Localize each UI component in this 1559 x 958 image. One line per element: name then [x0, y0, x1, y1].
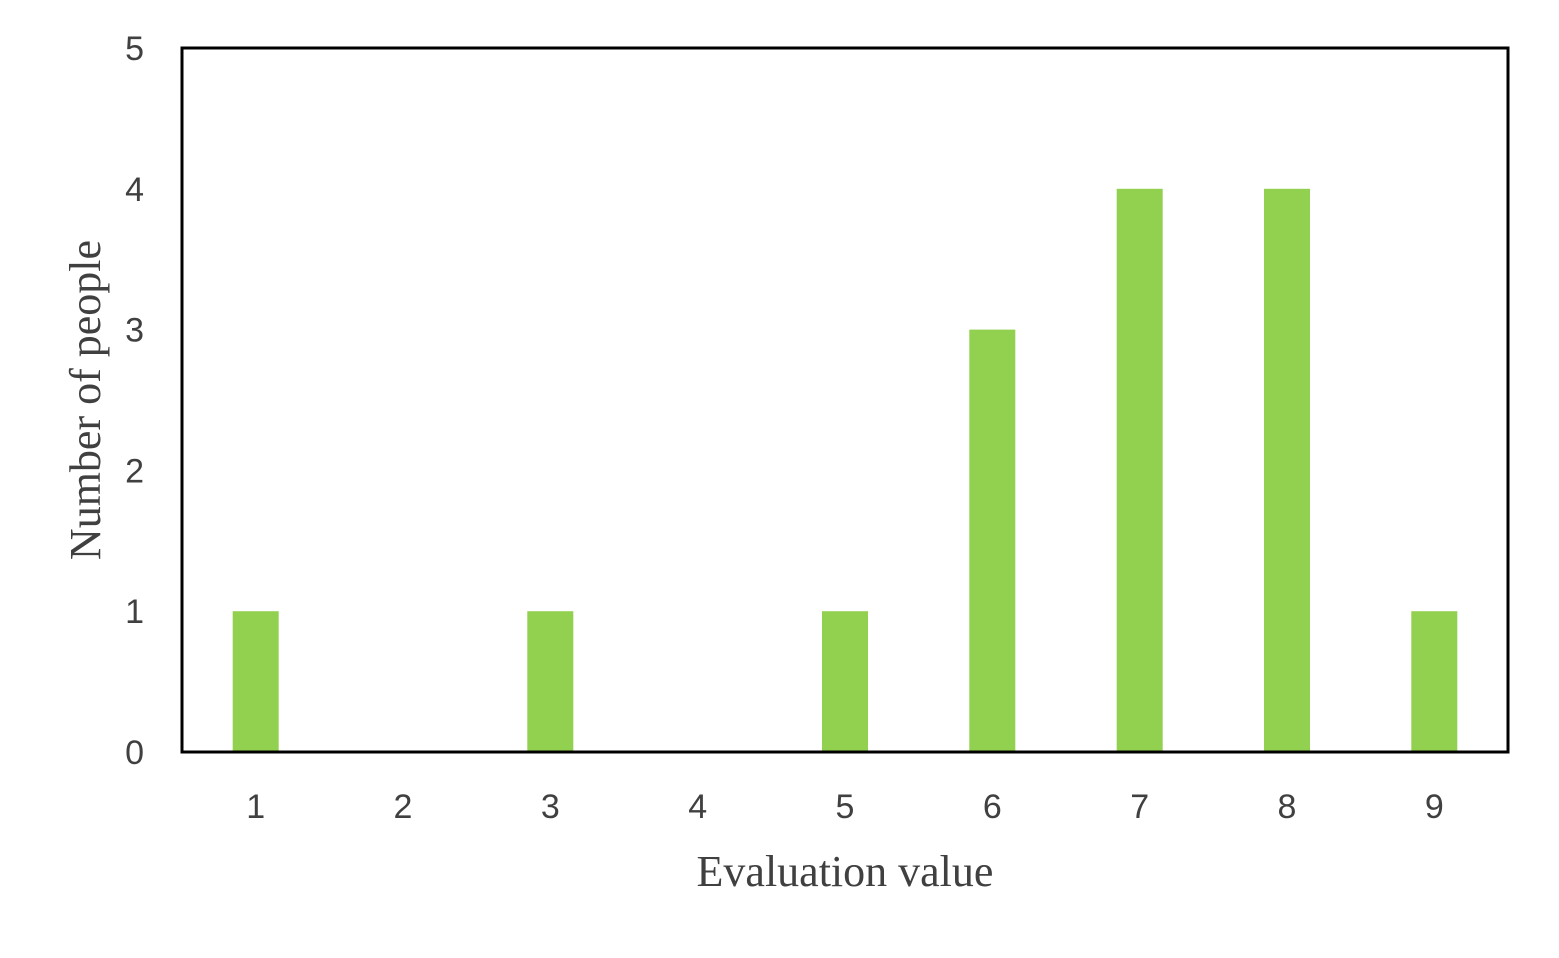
y-tick-label: 5: [125, 30, 144, 68]
bar-8: [1264, 188, 1310, 753]
y-tick-label: 4: [125, 171, 144, 209]
bars-layer: [232, 188, 1458, 753]
bar-7: [1116, 188, 1163, 753]
bar-1: [232, 611, 279, 752]
x-tick-label: 3: [541, 788, 560, 826]
x-tick-label: 2: [394, 788, 413, 826]
bar-5: [822, 611, 868, 752]
y-tick-label: 1: [125, 593, 144, 631]
x-tick-label: 5: [836, 788, 855, 826]
x-tick-label: 1: [246, 788, 265, 826]
y-tick-label: 3: [125, 312, 144, 350]
plot-frame: [180, 46, 1510, 754]
x-axis-ticks: 1 2 3 4 5 6 7 8 9: [246, 788, 1444, 826]
bar-6: [969, 329, 1016, 752]
y-tick-label: 0: [125, 734, 144, 772]
bar-9: [1411, 611, 1458, 752]
y-axis-title: Number of people: [61, 240, 110, 560]
x-tick-label: 8: [1278, 788, 1297, 826]
x-tick-label: 4: [688, 788, 707, 826]
x-tick-label: 6: [983, 788, 1002, 826]
y-axis-ticks: 0 1 2 3 4 5: [125, 30, 144, 772]
y-tick-label: 2: [125, 452, 144, 490]
x-tick-label: 9: [1425, 788, 1444, 826]
x-tick-label: 7: [1130, 788, 1149, 826]
bar-3: [527, 611, 574, 752]
x-axis-title: Evaluation value: [697, 847, 994, 896]
